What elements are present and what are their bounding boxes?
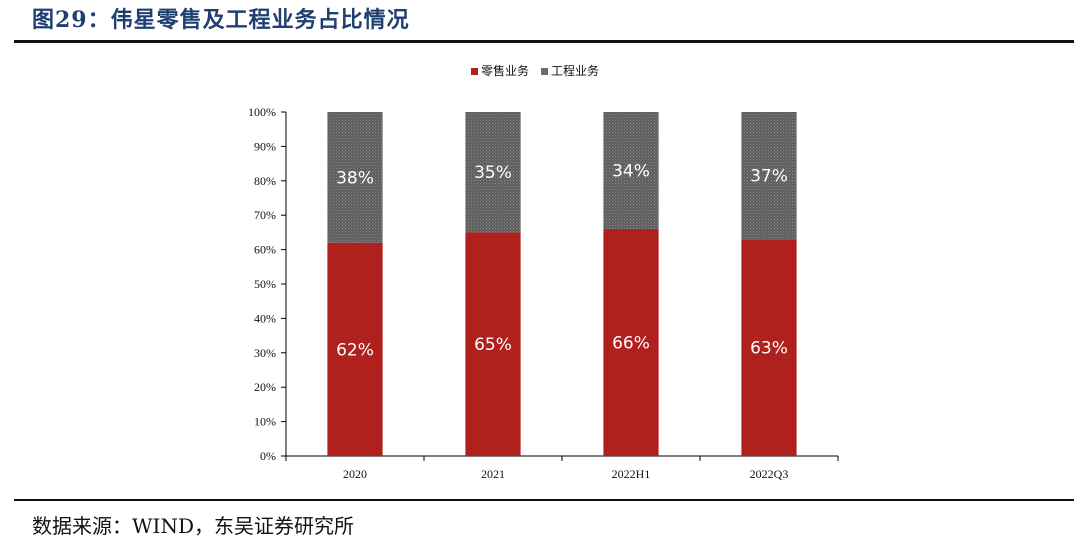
y-tick-label: 30% [254,346,276,360]
source-note: 数据来源：WIND，东吴证券研究所 [32,514,354,538]
y-tick-label: 60% [254,243,276,257]
y-tick-label: 70% [254,208,276,222]
legend-label: 零售业务 [481,63,529,78]
y-tick-label: 0% [260,449,276,463]
data-label: 63% [750,339,788,359]
data-label: 38% [336,168,374,188]
legend: 零售业务 工程业务 [471,63,599,78]
bar-retail [603,228,659,456]
x-tick-label: 2021 [481,467,505,481]
legend-label: 工程业务 [551,63,599,78]
bar-engineering [603,112,659,229]
data-label: 66% [612,333,650,353]
y-tick-label: 100% [248,105,276,119]
data-label: 65% [474,335,512,355]
y-tick-label: 10% [254,415,276,429]
data-label: 34% [612,161,650,181]
x-tick-label: 2020 [343,467,367,481]
data-label: 62% [336,340,374,360]
y-tick-label: 80% [254,174,276,188]
legend-swatch [541,68,548,75]
y-tick-label: 20% [254,380,276,394]
axes: 0% 10% 20% 30% 40% 50% 60% 70% 80% 90% 100% 2020 202… [248,105,839,481]
bar-retail [741,239,797,456]
x-tick-label: 2022Q3 [750,467,789,481]
data-label: 35% [474,163,512,183]
bar-engineering [741,112,797,240]
legend-swatch [471,68,478,75]
bar-retail [327,242,383,456]
bar-engineering [327,112,383,243]
data-label: 37% [750,167,788,187]
bars: 62% 38% 65% 35% 66% 34% 63% 37% [327,112,797,456]
x-tick-label: 2022H1 [612,467,651,481]
bottom-rule [14,499,1074,501]
y-tick-label: 50% [254,277,276,291]
y-tick-label: 90% [254,139,276,153]
top-rule [14,40,1074,43]
bar-engineering [465,112,521,233]
y-tick-label: 40% [254,311,276,325]
figure-title: 图29：伟星零售及工程业务占比情况 [32,7,410,33]
bar-retail [465,232,521,456]
